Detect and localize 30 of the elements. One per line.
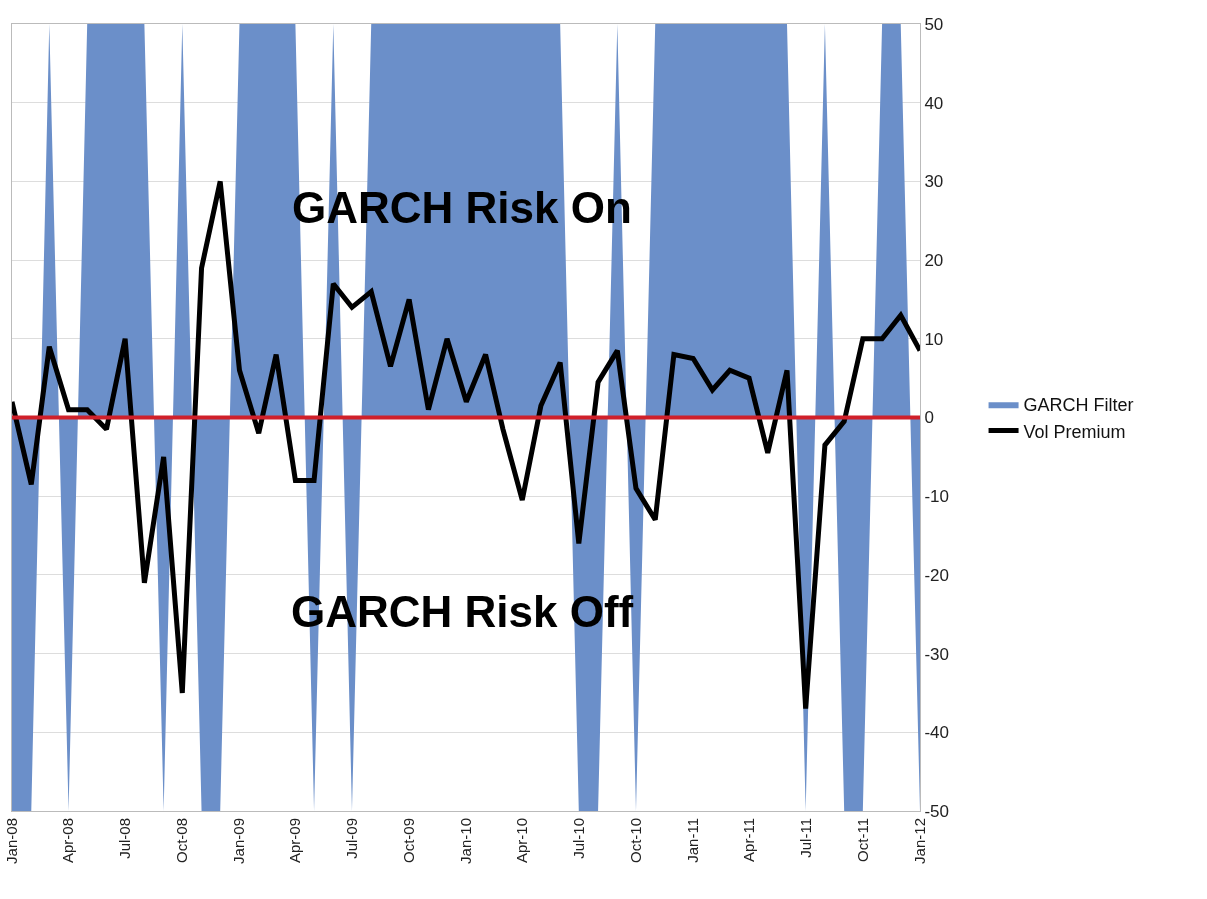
x-tick-label: Jan-11 (684, 818, 702, 863)
x-tick-label: Apr-11 (739, 818, 757, 862)
x-tick-label: Jul-10 (569, 818, 587, 859)
x-tick-label: Oct-11 (853, 818, 871, 862)
x-tick-label: Oct-10 (626, 818, 644, 864)
y-tick-label: 20 (924, 251, 944, 271)
y-tick-label: -40 (924, 723, 949, 743)
y-tick-label: 10 (924, 329, 944, 349)
x-tick-label: Apr-08 (59, 818, 77, 864)
y-tick-label: 50 (924, 14, 944, 34)
y-tick-label: -20 (924, 565, 949, 585)
x-tick-label: Jul-09 (342, 818, 360, 859)
y-tick-label: 30 (924, 172, 944, 192)
x-tick-label: Jan-10 (457, 818, 475, 864)
x-tick-label: Jan-08 (2, 818, 20, 864)
legend-label: GARCH Filter (1023, 395, 1134, 416)
x-tick-label: Jan-09 (230, 818, 248, 864)
y-tick-label: -10 (924, 487, 949, 507)
x-tick-label: Apr-09 (286, 818, 304, 864)
x-tick-label: Oct-08 (173, 818, 191, 864)
y-tick-label: 0 (924, 408, 934, 428)
x-tick-label: Jan-12 (910, 818, 928, 864)
x-tick-label: Jul-11 (796, 818, 814, 858)
x-tick-label: Oct-09 (400, 818, 418, 864)
y-tick-label: 40 (924, 93, 944, 113)
legend-label: Vol Premium (1023, 421, 1126, 442)
y-tick-label: -30 (924, 644, 949, 664)
y-tick-label: -50 (924, 801, 949, 821)
x-tick-label: Apr-10 (513, 818, 531, 864)
x-tick-label: Jul-08 (115, 818, 133, 859)
